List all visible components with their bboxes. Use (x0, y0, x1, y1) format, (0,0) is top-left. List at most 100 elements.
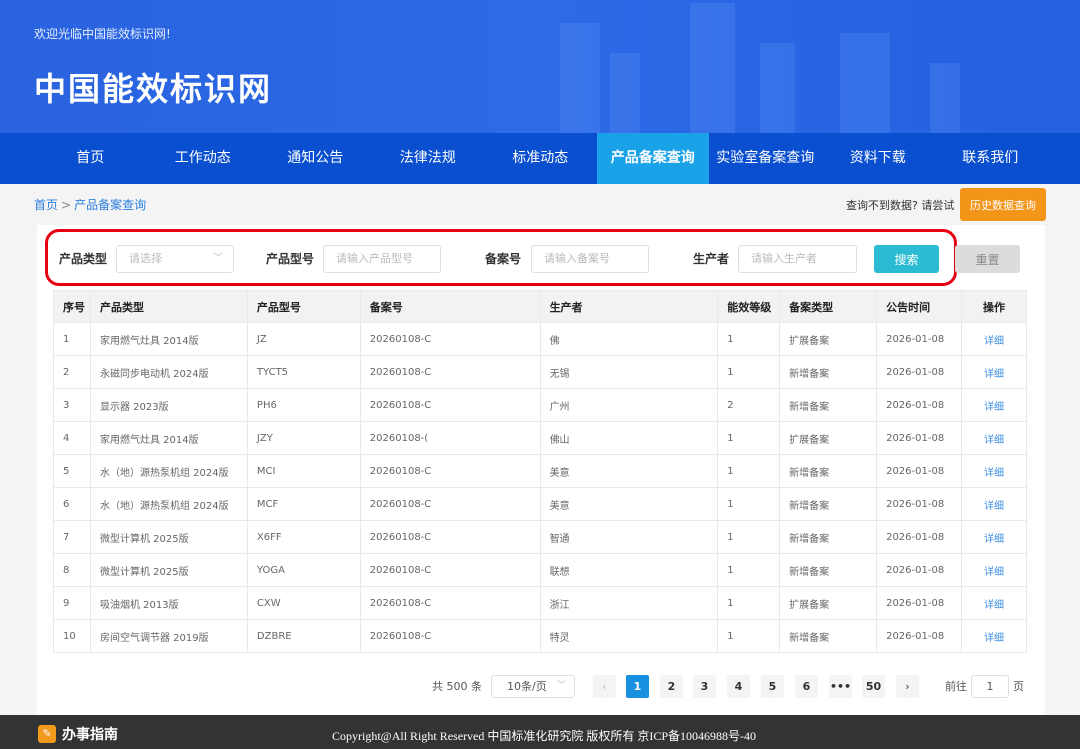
nav-item[interactable]: 标准动态 (512, 150, 569, 166)
column-header: 产品类型 (89, 290, 248, 323)
table-cell: 20260108-C (359, 553, 541, 587)
welcome-text: 欢迎光临中国能效标识网! (34, 27, 171, 41)
site-logo[interactable]: 中国能效标识网 (34, 70, 273, 108)
product-type-placeholder: 请选择 (129, 252, 162, 265)
table-cell: JZ (246, 322, 361, 356)
table-cell: 新增备案 (779, 619, 878, 653)
nav-item[interactable]: 资料下载 (849, 150, 906, 166)
page-button[interactable]: 50 (862, 675, 885, 698)
nav-item[interactable]: 产品备案查询 (596, 133, 709, 184)
table-cell: 1 (717, 322, 781, 356)
table-cell: 吸油烟机 2013版 (89, 586, 248, 620)
table-cell: 20260108-C (359, 619, 541, 653)
breadcrumb-current[interactable]: 产品备案查询 (74, 198, 147, 212)
prev-page-button[interactable]: ‹ (593, 675, 616, 698)
page-button[interactable]: 5 (761, 675, 784, 698)
reset-button[interactable]: 重置 (955, 245, 1020, 273)
detail-link[interactable]: 详细 (984, 401, 1005, 413)
goto-label: 前往 (945, 680, 967, 693)
table-row: 4 家用燃气灶具 2014版 JZY 20260108-(佛山 1 扩展备案 2026-01… (53, 421, 1027, 455)
product-model-input[interactable]: 请输入产品型号 (323, 245, 441, 273)
table-cell: 房间空气调节器 2019版 (89, 619, 248, 653)
table-cell: 详细 (961, 355, 1027, 389)
column-header: 产品型号 (246, 290, 361, 323)
page-button[interactable]: 2 (660, 675, 683, 698)
table-cell: 详细 (961, 619, 1027, 653)
table-cell: 广州 (539, 388, 719, 422)
service-guide-label: 办事指南 (62, 727, 118, 743)
table-cell: 新增备案 (779, 520, 878, 554)
table-cell: YOGA (246, 553, 361, 587)
table-cell: 浙江 (539, 586, 719, 620)
table-cell: 新增备案 (779, 487, 878, 521)
detail-link[interactable]: 详细 (984, 632, 1005, 644)
page-button[interactable]: 4 (727, 675, 750, 698)
table-cell: 扩展备案 (779, 322, 878, 356)
table-cell: 2026-01-08 (876, 586, 963, 620)
manufacturer-input[interactable]: 请输入生产者 (738, 245, 857, 273)
table-row: 2 永磁同步电动机 2024版 TYCT5 20260108-C 无锡 1 新增备案 2026… (53, 355, 1027, 389)
detail-link[interactable]: 详细 (984, 434, 1005, 446)
breadcrumb: 首页 > 产品备案查询 (34, 196, 146, 213)
table-cell: CXW (246, 586, 361, 620)
history-query-button[interactable]: 历史数据查询 (960, 188, 1046, 221)
nav-item[interactable]: 通知公告 (287, 150, 344, 166)
table-cell: 新增备案 (779, 388, 878, 422)
table-row: 9 吸油烟机 2013版 CXW 20260108-C 浙江 1 扩展备案 2026-01-0… (53, 586, 1027, 620)
table-cell: 智通 (539, 520, 719, 554)
table-cell: 20260108-C (359, 355, 541, 389)
table-cell: TYCT5 (246, 355, 361, 389)
next-page-button[interactable]: › (896, 675, 919, 698)
table-cell: 20260108-C (359, 454, 541, 488)
table-cell: 1 (717, 487, 781, 521)
detail-link[interactable]: 详细 (984, 533, 1005, 545)
detail-link[interactable]: 详细 (984, 566, 1005, 578)
page-button[interactable]: 1 (626, 675, 649, 698)
page-size-select[interactable]: 10条/页 ﹀ (491, 675, 575, 698)
product-model-label: 产品型号 (266, 252, 315, 266)
service-guide-link[interactable]: ✎ 办事指南 (38, 724, 118, 744)
chevron-down-icon: ﹀ (556, 681, 566, 691)
table-cell: 水（地）源热泵机组 2024版 (89, 487, 248, 521)
record-number-input[interactable]: 请输入备案号 (531, 245, 649, 273)
table-cell: DZBRE (246, 619, 361, 653)
table-cell: 20260108-C (359, 322, 541, 356)
detail-link[interactable]: 详细 (984, 599, 1005, 611)
nav-item[interactable]: 实验室备案查询 (716, 150, 815, 166)
footer: ✎ 办事指南 Copyright@All Right Reserved 中国标准化… (0, 715, 1080, 749)
detail-link[interactable]: 详细 (984, 467, 1005, 479)
table-cell: 美意 (539, 487, 719, 521)
table-cell: MCF (246, 487, 361, 521)
table-cell: 3 (53, 388, 91, 422)
column-header: 序号 (53, 290, 91, 323)
detail-link[interactable]: 详细 (984, 368, 1005, 380)
table-cell: 详细 (961, 487, 1027, 521)
table-cell: 2026-01-08 (876, 421, 963, 455)
table-cell: 2026-01-08 (876, 388, 963, 422)
table-cell: 家用燃气灶具 2014版 (89, 322, 248, 356)
page-button[interactable]: ••• (829, 675, 852, 698)
page-button[interactable]: 6 (795, 675, 818, 698)
page-unit: 页 (1013, 680, 1024, 693)
table-cell: 1 (717, 421, 781, 455)
results-table: 序号 产品类型 产品型号 备案号 生产者 能效等级 备案类型 公告时间 操作 1 家用燃气灶具 2… (53, 290, 1027, 653)
product-type-select[interactable]: 请选择 ﹀ (116, 245, 234, 273)
goto-page-input[interactable]: 1 (971, 675, 1009, 698)
table-cell: 2026-01-08 (876, 553, 963, 587)
table-cell: 佛 (539, 322, 719, 356)
detail-link[interactable]: 详细 (984, 500, 1005, 512)
search-button[interactable]: 搜索 (874, 245, 939, 273)
nav-item[interactable]: 联系我们 (962, 150, 1019, 166)
page-button[interactable]: 3 (693, 675, 716, 698)
breadcrumb-home[interactable]: 首页 (34, 198, 59, 212)
detail-link[interactable]: 详细 (984, 335, 1005, 347)
nav-item[interactable]: 法律法规 (399, 150, 456, 166)
table-cell: 详细 (961, 520, 1027, 554)
nav-item[interactable]: 首页 (76, 150, 105, 166)
table-cell: 7 (53, 520, 91, 554)
nav-item[interactable]: 工作动态 (174, 150, 231, 166)
table-cell: 扩展备案 (779, 586, 878, 620)
table-cell: X6FF (246, 520, 361, 554)
table-cell: JZY (246, 421, 361, 455)
table-cell: 水（地）源热泵机组 2024版 (89, 454, 248, 488)
